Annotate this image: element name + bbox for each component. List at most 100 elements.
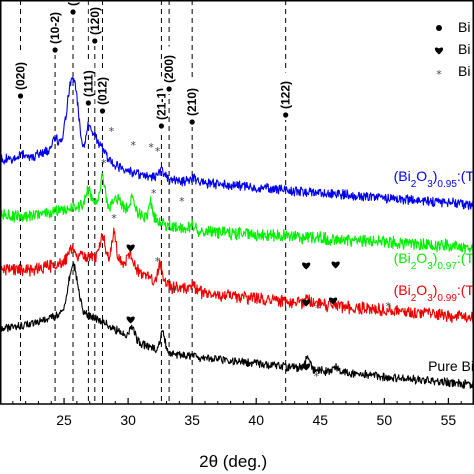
star-marker: * <box>109 125 115 138</box>
peak-label-bg <box>96 68 109 116</box>
series-label-part: :(T <box>457 168 474 184</box>
dot-marker <box>92 38 98 44</box>
reference-lines <box>19 0 287 404</box>
star-marker: * <box>315 302 321 315</box>
peak-label-bg <box>279 72 292 120</box>
x-tick-label: 55 <box>441 412 457 428</box>
series-label: (Bi2O3)0.97:(T <box>394 250 474 272</box>
series-label-part: 0.95 <box>437 179 457 190</box>
peak-label-text: (020) <box>13 62 27 90</box>
peak-label: (111) <box>81 60 95 108</box>
peak-label-bg <box>88 0 101 46</box>
series-trace <box>0 227 474 324</box>
series-label-part: O <box>416 282 427 298</box>
heart-marker <box>302 262 311 270</box>
series-trace <box>0 173 474 254</box>
peak-label-text: (111) <box>81 70 95 97</box>
peak-label-text: (210) <box>185 88 199 116</box>
x-tick-label: 50 <box>377 412 393 428</box>
peak-label: (012) <box>95 68 109 116</box>
series-label-part: :(T <box>457 282 474 298</box>
peak-label-text: (200) <box>162 55 176 83</box>
series-label-part: 2 <box>411 179 417 190</box>
legend: Bi Bi * Bi <box>434 19 470 81</box>
star-marker: * <box>155 255 161 268</box>
heart-marker <box>331 261 340 269</box>
peak-label: (020) <box>13 53 27 101</box>
star-marker: * <box>179 195 185 208</box>
heart-marker <box>126 244 135 252</box>
peak-label-bg <box>186 79 199 127</box>
legend-label: Bi <box>458 41 470 57</box>
dot-marker <box>158 123 165 129</box>
peak-label-text: (120) <box>88 7 102 35</box>
series-label: (Bi2O3)0.99:(T <box>394 282 474 304</box>
series-label-part: 2 <box>411 261 417 272</box>
dot-marker <box>283 112 289 118</box>
series-label-part: 2 <box>411 293 417 304</box>
series-label-part: ) <box>433 250 438 266</box>
star-marker: * <box>151 187 157 200</box>
series-label-part: Pure Bi <box>428 358 474 374</box>
series-label: Pure Bi <box>428 358 474 374</box>
series-labels: (Bi2O3)0.95:(T(Bi2O3)0.97:(T(Bi2O3)0.99:… <box>394 168 474 374</box>
star-marker: * <box>148 141 154 154</box>
heart-marker <box>302 363 311 371</box>
series-label-part: 0.97 <box>437 261 457 272</box>
peak-label-bg <box>163 46 176 94</box>
x-tick-label: 25 <box>56 412 72 428</box>
legend-dot-icon <box>436 25 442 31</box>
series-label-part: (Bi <box>394 282 411 298</box>
peak-label: (210) <box>185 79 199 127</box>
dot-marker <box>166 86 172 92</box>
series-label-part: O <box>416 250 427 266</box>
dot-marker <box>85 100 91 106</box>
series-label-part: O <box>416 168 427 184</box>
series-layer <box>0 76 474 389</box>
star-marker: * <box>314 370 320 383</box>
series-label: (Bi2O3)0.95:(T <box>394 168 474 190</box>
peak-labels: (020) (10-2) (002) (111) (120) (012) (21-1) (20… <box>13 0 293 131</box>
peak-label-text: (10-2) <box>48 12 62 44</box>
star-marker: * <box>111 212 117 225</box>
peak-label: (200) <box>162 46 176 94</box>
heart-marker <box>302 299 311 307</box>
series-label-part: (Bi <box>394 250 411 266</box>
star-marker: * <box>385 300 391 313</box>
star-marker: * <box>101 157 107 170</box>
peak-label-bg <box>14 53 27 101</box>
series-trace <box>0 76 474 211</box>
series-label-part: 0.99 <box>437 293 457 304</box>
peak-label-text: (012) <box>95 77 109 105</box>
dot-marker <box>70 9 76 15</box>
x-tick-label: 45 <box>312 412 328 428</box>
dot-marker <box>99 108 106 114</box>
peak-label-text: (21-1) <box>154 88 168 120</box>
marker-layer: ** * ******** ** <box>101 125 391 383</box>
peak-label-bg <box>49 0 62 55</box>
star-marker: * <box>436 68 442 81</box>
dot-marker <box>52 47 58 53</box>
x-tick-label: 30 <box>120 412 136 428</box>
peak-label: (120) <box>88 0 102 46</box>
peak-label: (122) <box>279 72 293 120</box>
heart-marker <box>434 47 444 55</box>
star-marker: * <box>130 139 136 152</box>
legend-label: Bi <box>458 63 470 79</box>
series-label-part: (Bi <box>394 168 411 184</box>
peak-label: (002) <box>66 0 80 17</box>
dot-marker <box>17 93 24 99</box>
plot-frame <box>0 0 474 405</box>
star-marker: * <box>171 285 177 298</box>
x-axis: 25 30 35 40 45 50 55 <box>12 398 474 428</box>
x-tick-label: 35 <box>184 412 200 428</box>
peak-label-text: (122) <box>279 81 293 109</box>
peak-label-bg <box>82 60 95 108</box>
heart-marker <box>126 316 135 324</box>
series-trace <box>0 262 474 389</box>
series-label-part: :(T <box>457 250 474 266</box>
legend-label: Bi <box>458 19 470 35</box>
series-label-part: 3 <box>427 261 433 272</box>
series-label-part: ) <box>433 282 438 298</box>
